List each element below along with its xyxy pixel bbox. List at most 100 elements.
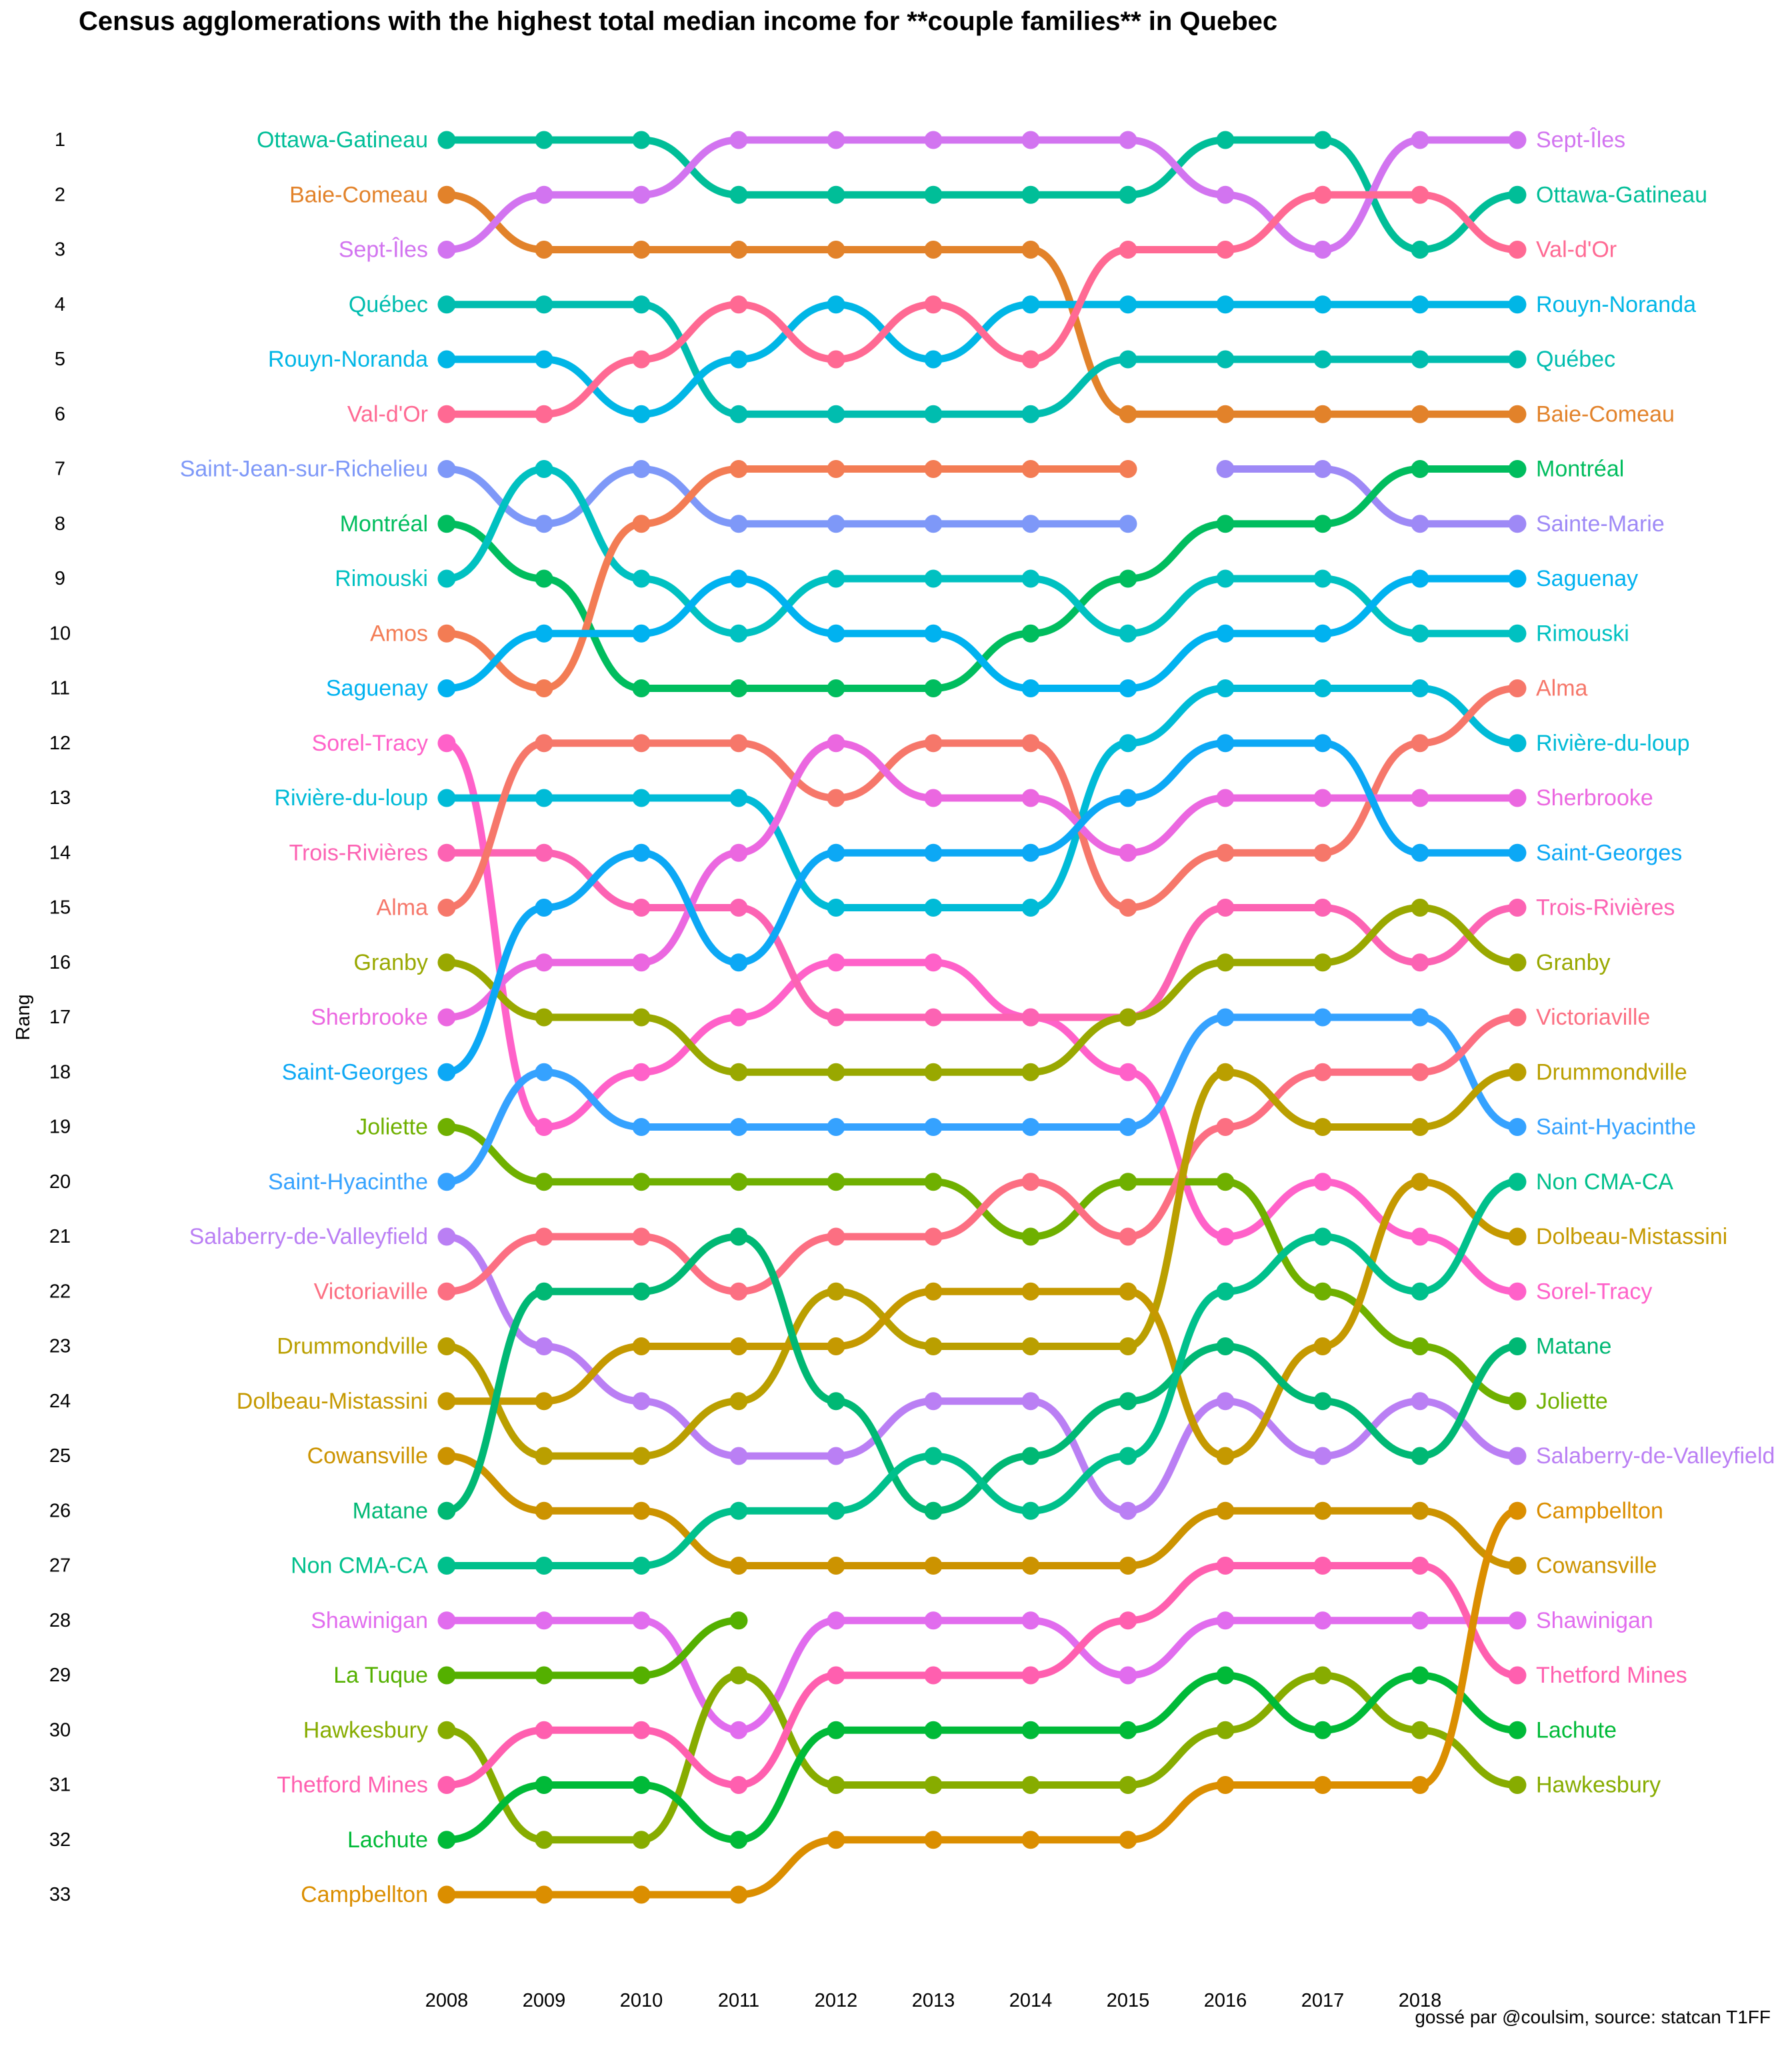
point-ottawa-gatineau-2014 bbox=[1021, 185, 1040, 204]
point-ottawa-gatineau-2009 bbox=[535, 131, 553, 149]
year-tick-2018: 2018 bbox=[1399, 1990, 1442, 2011]
label-right-trois-rivi-res: Trois-Rivières bbox=[1536, 895, 1675, 921]
point-saguenay-2010 bbox=[632, 624, 651, 643]
rank-tick-2: 2 bbox=[55, 184, 65, 205]
point-campbellton-2012 bbox=[827, 1831, 845, 1849]
point-non-cma-ca-2014 bbox=[1021, 1501, 1040, 1520]
point-rimouski-2009 bbox=[535, 460, 553, 478]
point-rivi-re-du-loup-2016 bbox=[1216, 679, 1235, 697]
point-matane-2013 bbox=[924, 1501, 943, 1520]
point-rimouski-2014 bbox=[1021, 569, 1040, 588]
point-salaberry-de-valleyfield-2013 bbox=[924, 1392, 943, 1411]
label-right-montr-al: Montréal bbox=[1536, 457, 1624, 482]
point-montr-al-2016 bbox=[1216, 515, 1235, 533]
point-montr-al-2011 bbox=[729, 679, 748, 697]
point-ottawa-gatineau-2017 bbox=[1313, 131, 1332, 149]
point-cowansville-2017 bbox=[1313, 1501, 1332, 1520]
point-montr-al-2010 bbox=[632, 679, 651, 697]
point-qu-bec-2017 bbox=[1313, 350, 1332, 369]
point-rimouski-2013 bbox=[924, 569, 943, 588]
point-campbellton-2017 bbox=[1313, 1776, 1332, 1794]
point-ottawa-gatineau-end bbox=[1508, 185, 1527, 204]
y-axis-label-group: Rang bbox=[13, 994, 34, 1040]
point-victoriaville-2010 bbox=[632, 1227, 651, 1246]
point-lachute-2013 bbox=[924, 1721, 943, 1739]
rank-tick-29: 29 bbox=[49, 1665, 71, 1686]
point-cowansville-2013 bbox=[924, 1557, 943, 1575]
series-line-alma bbox=[443, 685, 1521, 911]
point-val-d-or-2014 bbox=[1021, 350, 1040, 369]
rank-tick-16: 16 bbox=[49, 952, 71, 973]
label-right-rivi-re-du-loup: Rivière-du-loup bbox=[1536, 731, 1690, 756]
point-alma-2011 bbox=[729, 734, 748, 753]
point-matane-2008 bbox=[437, 1501, 456, 1520]
point-rimouski-end bbox=[1508, 624, 1527, 643]
point-sorel-tracy-2017 bbox=[1313, 1173, 1332, 1191]
series-line-sherbrooke bbox=[443, 739, 1521, 1021]
point-rimouski-2017 bbox=[1313, 569, 1332, 588]
label-left-salaberry-de-valleyfield: Salaberry-de-Valleyfield bbox=[189, 1224, 428, 1249]
point-matane-2014 bbox=[1021, 1447, 1040, 1465]
label-right-sept-les: Sept-Îles bbox=[1536, 127, 1625, 153]
point-saint-georges-2008 bbox=[437, 1063, 456, 1081]
point-sherbrooke-2010 bbox=[632, 953, 651, 972]
point-granby-2016 bbox=[1216, 953, 1235, 972]
label-left-shawinigan: Shawinigan bbox=[311, 1608, 428, 1633]
point-saguenay-2009 bbox=[535, 624, 553, 643]
series-line-hawkesbury bbox=[443, 1671, 1521, 1844]
point-baie-comeau-2015 bbox=[1119, 405, 1137, 423]
point-shawinigan-2016 bbox=[1216, 1611, 1235, 1630]
point-saguenay-2008 bbox=[437, 679, 456, 697]
point-baie-comeau-2014 bbox=[1021, 241, 1040, 259]
point-cowansville-2014 bbox=[1021, 1557, 1040, 1575]
point-dolbeau-mistassini-2014 bbox=[1021, 1282, 1040, 1301]
point-drummondville-2014 bbox=[1021, 1337, 1040, 1355]
point-saint-georges-2016 bbox=[1216, 734, 1235, 753]
rank-tick-30: 30 bbox=[49, 1719, 71, 1741]
point-rouyn-noranda-2013 bbox=[924, 350, 943, 369]
point-dolbeau-mistassini-2008 bbox=[437, 1392, 456, 1411]
point-rivi-re-du-loup-2009 bbox=[535, 789, 553, 807]
point-la-tuque-2008 bbox=[437, 1666, 456, 1685]
label-right-campbellton: Campbellton bbox=[1536, 1498, 1663, 1523]
point-campbellton-end bbox=[1508, 1501, 1527, 1520]
point-lachute-2017 bbox=[1313, 1721, 1332, 1739]
point-hawkesbury-end bbox=[1508, 1776, 1527, 1794]
point-saint-georges-2012 bbox=[827, 843, 845, 862]
point-sherbrooke-2009 bbox=[535, 953, 553, 972]
point-non-cma-ca-2008 bbox=[437, 1557, 456, 1575]
point-victoriaville-2017 bbox=[1313, 1063, 1332, 1081]
point-montr-al-2018 bbox=[1411, 460, 1429, 478]
point-rivi-re-du-loup-2011 bbox=[729, 789, 748, 807]
point-shawinigan-2010 bbox=[632, 1611, 651, 1630]
point-sept-les-2010 bbox=[632, 185, 651, 204]
year-tick-2012: 2012 bbox=[815, 1990, 858, 2011]
point-sept-les-2012 bbox=[827, 131, 845, 149]
label-left-granby: Granby bbox=[354, 950, 429, 975]
point-sorel-tracy-2018 bbox=[1411, 1227, 1429, 1246]
point-sept-les-2018 bbox=[1411, 131, 1429, 149]
point-baie-comeau-2018 bbox=[1411, 405, 1429, 423]
label-right-cowansville: Cowansville bbox=[1536, 1553, 1657, 1579]
point-alma-2017 bbox=[1313, 843, 1332, 862]
point-non-cma-ca-2018 bbox=[1411, 1282, 1429, 1301]
point-drummondville-2008 bbox=[437, 1337, 456, 1355]
point-la-tuque-2011 bbox=[729, 1611, 748, 1630]
point-ottawa-gatineau-2011 bbox=[729, 185, 748, 204]
point-campbellton-2010 bbox=[632, 1885, 651, 1904]
point-campbellton-2018 bbox=[1411, 1776, 1429, 1794]
rank-tick-10: 10 bbox=[49, 623, 71, 644]
label-left-cowansville: Cowansville bbox=[307, 1443, 428, 1469]
point-sherbrooke-2014 bbox=[1021, 789, 1040, 807]
series-line-cowansville bbox=[443, 1452, 1521, 1570]
point-amos-2011 bbox=[729, 460, 748, 478]
point-shawinigan-2008 bbox=[437, 1611, 456, 1630]
label-right-qu-bec: Québec bbox=[1536, 347, 1615, 372]
point-matane-end bbox=[1508, 1337, 1527, 1355]
point-la-tuque-2010 bbox=[632, 1666, 651, 1685]
point-dolbeau-mistassini-2016 bbox=[1216, 1447, 1235, 1465]
year-tick-2015: 2015 bbox=[1107, 1990, 1150, 2011]
year-tick-2014: 2014 bbox=[1009, 1990, 1053, 2011]
point-saint-georges-2010 bbox=[632, 843, 651, 862]
point-victoriaville-2015 bbox=[1119, 1227, 1137, 1246]
